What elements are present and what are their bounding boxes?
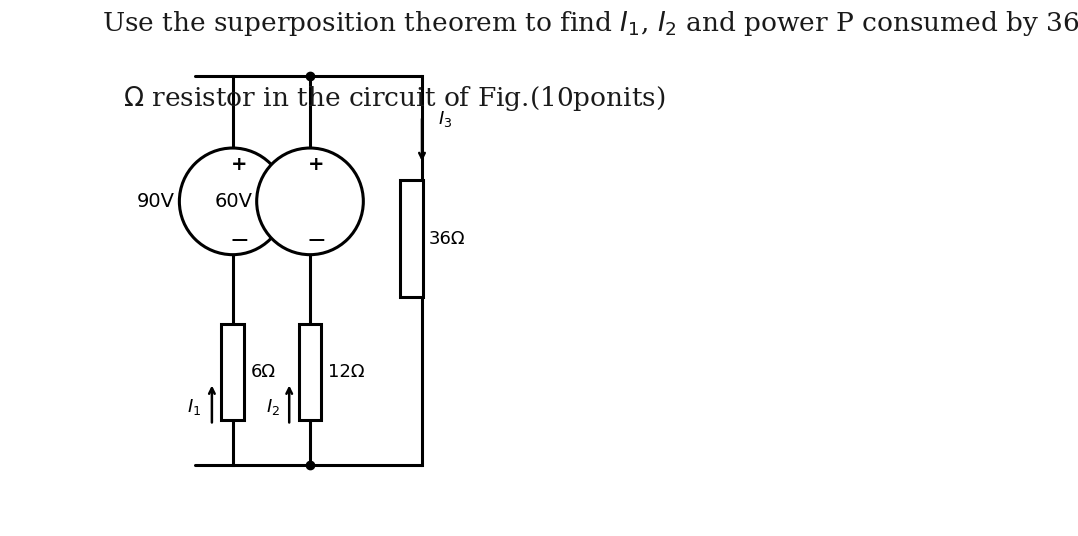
Text: $I_2$: $I_2$ (266, 397, 280, 416)
Text: $\Omega$ resistor in the circuit of Fig.(10ponits): $\Omega$ resistor in the circuit of Fig.… (123, 84, 666, 113)
Text: 12Ω: 12Ω (328, 363, 364, 381)
Bar (299, 324, 321, 420)
Text: $I_1$: $I_1$ (186, 397, 201, 416)
Bar (400, 180, 423, 297)
Text: 36Ω: 36Ω (429, 229, 466, 248)
Text: −: − (230, 229, 249, 254)
Text: +: + (231, 154, 247, 174)
Text: +: + (308, 154, 324, 174)
Circle shape (179, 148, 286, 255)
Text: 90V: 90V (137, 192, 175, 211)
Text: 6Ω: 6Ω (250, 363, 275, 381)
Text: −: − (306, 229, 327, 254)
Text: 60V: 60V (215, 192, 252, 211)
Text: $I_3$: $I_3$ (438, 109, 453, 129)
Circle shape (257, 148, 363, 255)
Bar (221, 324, 244, 420)
Text: Use the superposition theorem to find $I_1$, $I_2$ and power P consumed by 36: Use the superposition theorem to find $I… (102, 10, 1078, 39)
